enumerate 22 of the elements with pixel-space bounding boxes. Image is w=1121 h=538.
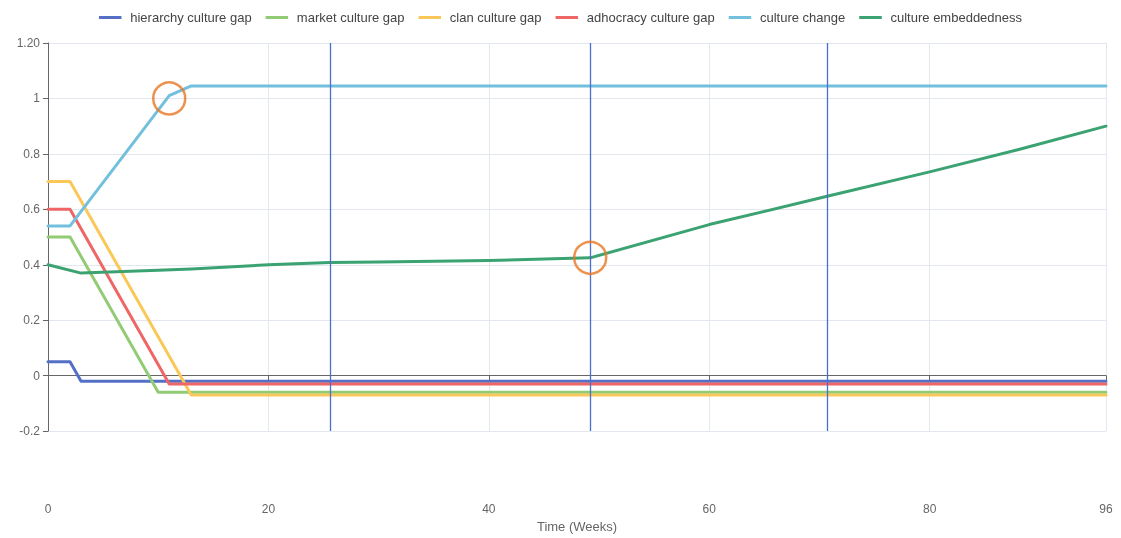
x-tick-label: 20 [261,502,276,517]
x-tick-label: 60 [702,502,717,517]
legend-label: culture embeddedness [890,10,1023,25]
legend-label: adhocracy culture gap [586,10,715,25]
legend-label: clan culture gap [449,10,542,25]
x-tick-label: 40 [482,502,496,517]
y-tick-label: 1 [33,91,41,106]
y-tick-label: 0.4 [23,257,41,272]
y-tick-label: 0.8 [23,146,41,161]
y-tick-label: 1.20 [16,36,41,50]
x-axis-title: Time (Weeks) [536,519,618,534]
y-tick-label: -0.2 [19,424,41,439]
y-tick-label: 0.6 [23,202,41,217]
legend-label: hierarchy culture gap [130,10,252,25]
legend-label: market culture gap [296,10,405,25]
x-tick-label: 96 [1099,502,1113,517]
legend-label: culture change [759,10,846,25]
x-tick-label: 80 [922,502,937,517]
line-series [46,124,1108,275]
y-tick-label: 0.2 [23,313,41,328]
y-tick-label: 0 [33,368,41,383]
x-tick-label: 0 [44,502,52,517]
